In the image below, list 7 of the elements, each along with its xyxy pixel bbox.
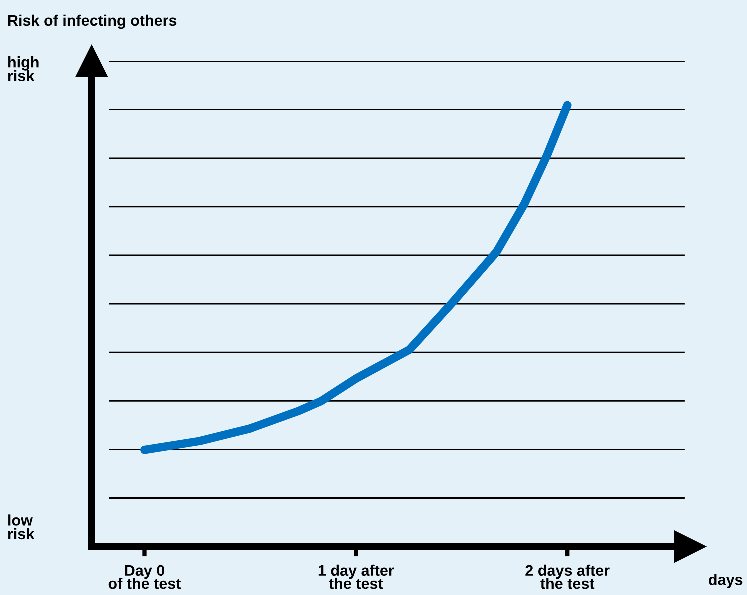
text: low risk (8, 514, 35, 540)
x-axis-title: days (709, 574, 743, 588)
y-axis-title: Risk of infecting others (8, 14, 177, 30)
x-tick-label: 1 day after the test (318, 564, 394, 590)
x-tick-label: 2 days after the test (526, 564, 610, 590)
text: high risk (8, 56, 39, 82)
x-tick-label: Day 0 of the test (108, 565, 182, 590)
